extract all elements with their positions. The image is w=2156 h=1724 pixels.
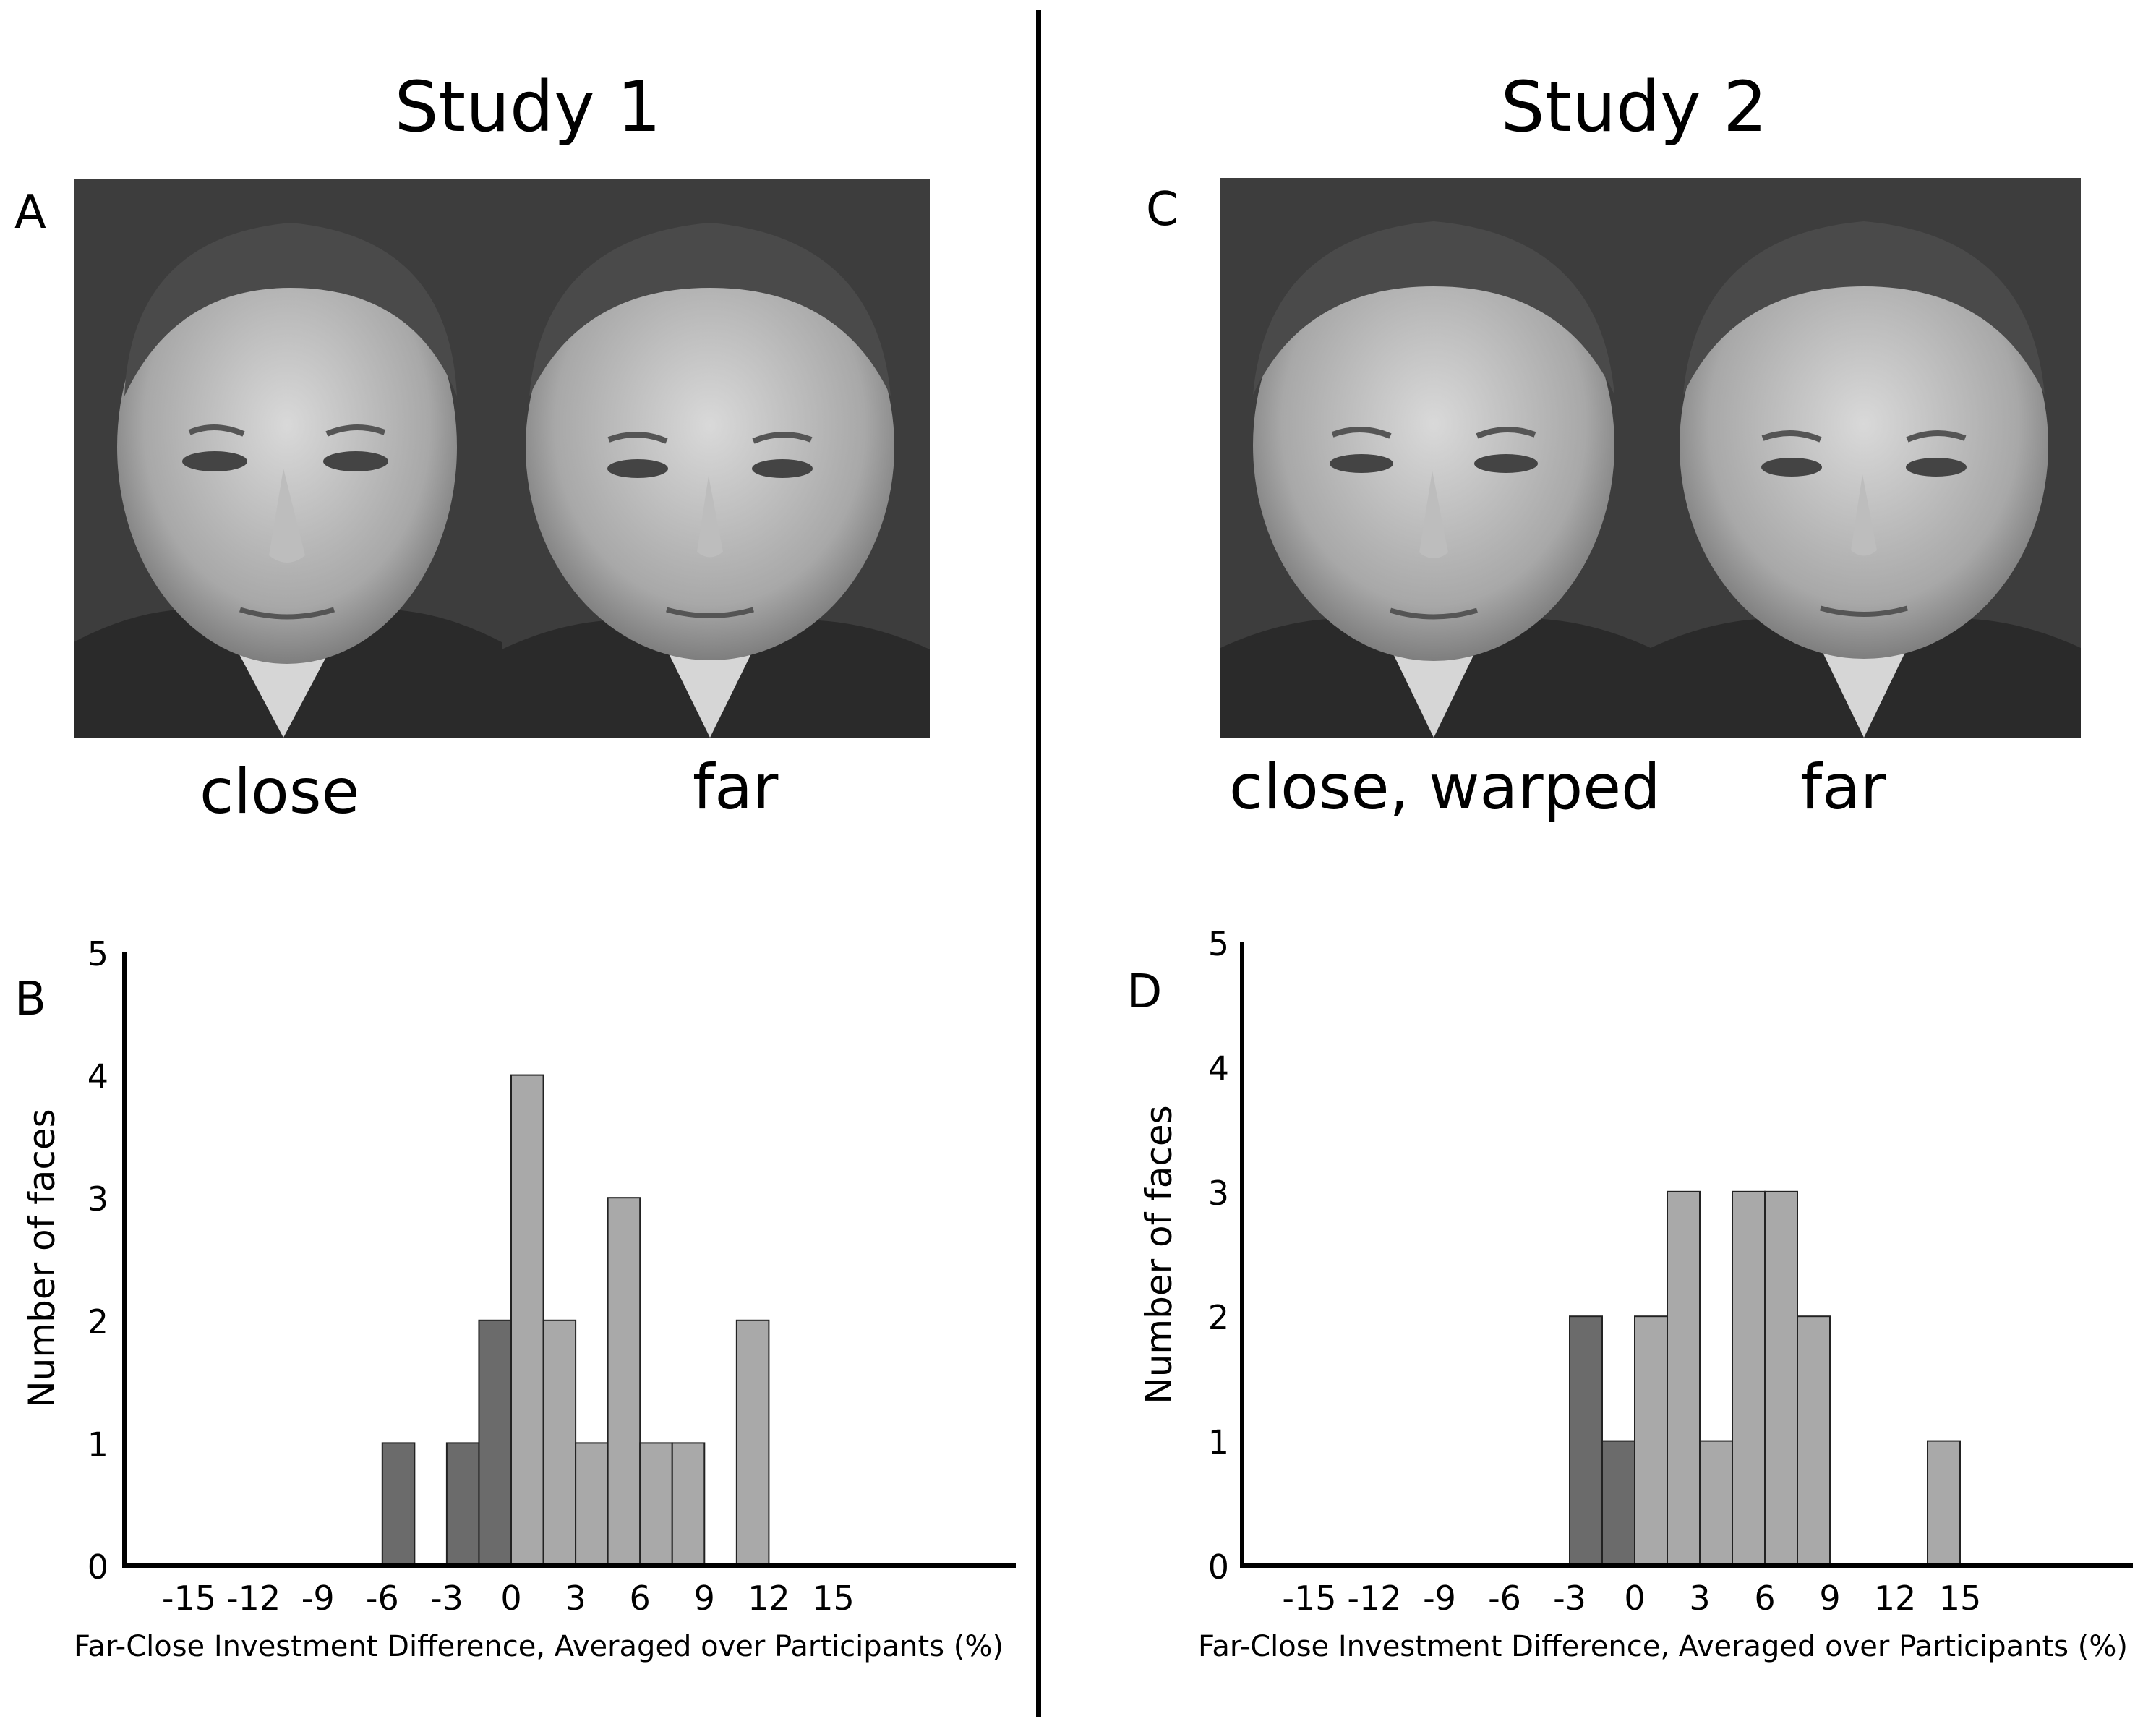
y-tick-label-b-3: 3 [87, 1179, 108, 1219]
x-tick-label-b-12: 12 [748, 1579, 790, 1618]
x-tick-label-d-12: 12 [1874, 1579, 1917, 1618]
x-tick-label-b--6: -6 [366, 1579, 399, 1618]
bar-b-3 [510, 1074, 544, 1566]
y-tick-label-d-3: 3 [1208, 1174, 1229, 1213]
x-tick-label-b--9: -9 [301, 1579, 335, 1618]
y-tick-label-d-5: 5 [1208, 924, 1229, 963]
bar-b-0 [381, 1442, 416, 1567]
y-tick-label-b-2: 2 [87, 1302, 108, 1341]
bar-d-7 [1797, 1315, 1831, 1566]
x-tick-label-b--15: -15 [162, 1579, 216, 1618]
bar-d-0 [1569, 1315, 1603, 1566]
bar-b-7 [639, 1442, 673, 1567]
x-tick-label-d-6: 6 [1754, 1579, 1775, 1618]
y-tick-label-d-2: 2 [1208, 1298, 1229, 1337]
y-tick-label-b-4: 4 [87, 1057, 108, 1096]
face-pair-study-2 [1220, 178, 2081, 738]
x-tick-label-d--9: -9 [1423, 1579, 1456, 1618]
bar-b-6 [607, 1197, 641, 1566]
bar-d-1 [1601, 1440, 1635, 1566]
x-tick-label-b--12: -12 [226, 1579, 281, 1618]
y-tick-label-b-5: 5 [87, 934, 108, 973]
y-axis-label-b: Number of faces [21, 1109, 63, 1407]
study-1-title: Study 1 [394, 67, 662, 148]
panel-letter-d: D [1126, 965, 1163, 1019]
face-close-warped [1220, 178, 1651, 738]
bar-d-4 [1699, 1440, 1733, 1566]
x-tick-label-b-9: 9 [694, 1579, 715, 1618]
panel-letter-b: B [14, 973, 46, 1026]
face-far-study-2 [1651, 178, 2081, 738]
x-tick-label-d--12: -12 [1347, 1579, 1401, 1618]
bar-b-5 [575, 1442, 609, 1567]
bar-b-9 [735, 1319, 770, 1567]
y-tick-label-b-0: 0 [87, 1548, 108, 1587]
caption-close-warped: close, warped [1229, 751, 1661, 824]
bar-b-2 [478, 1319, 513, 1567]
bar-b-1 [445, 1442, 480, 1567]
x-tick-label-d-9: 9 [1819, 1579, 1840, 1618]
bar-b-4 [542, 1319, 577, 1567]
face-close [74, 179, 502, 738]
face-photo-study-1 [74, 179, 930, 738]
x-tick-label-b-15: 15 [812, 1579, 855, 1618]
y-axis-label-d: Number of faces [1138, 1105, 1180, 1404]
y-tick-label-d-0: 0 [1208, 1548, 1229, 1587]
bar-d-6 [1764, 1190, 1798, 1567]
bar-d-3 [1667, 1190, 1701, 1567]
study-2-title: Study 2 [1500, 67, 1768, 148]
panel-letter-c: C [1146, 183, 1178, 236]
x-tick-label-b--3: -3 [430, 1579, 463, 1618]
x-tick-label-d--3: -3 [1553, 1579, 1586, 1618]
caption-close: close [200, 756, 360, 828]
x-tick-label-b-0: 0 [500, 1579, 521, 1618]
face-pair-study-1 [74, 179, 930, 738]
x-tick-label-d-0: 0 [1624, 1579, 1645, 1618]
x-tick-label-d-3: 3 [1689, 1579, 1710, 1618]
caption-far-study-1: far [693, 751, 779, 824]
face-photo-study-2 [1220, 178, 2081, 738]
x-tick-label-d--15: -15 [1282, 1579, 1336, 1618]
panel-letter-a: A [14, 186, 46, 239]
face-far [502, 179, 930, 738]
x-tick-label-b-6: 6 [630, 1579, 651, 1618]
x-tick-label-d-15: 15 [1939, 1579, 1982, 1618]
bar-b-8 [671, 1442, 706, 1567]
study-divider [1036, 10, 1041, 1717]
bar-d-2 [1634, 1315, 1668, 1566]
x-tick-label-d--6: -6 [1488, 1579, 1521, 1618]
x-tick-label-b-3: 3 [565, 1579, 586, 1618]
y-tick-label-d-4: 4 [1208, 1049, 1229, 1088]
bar-d-8 [1927, 1440, 1961, 1566]
y-tick-label-d-1: 1 [1208, 1423, 1229, 1462]
x-axis-label-d: Far-Close Investment Difference, Average… [1198, 1630, 2128, 1663]
y-tick-label-b-1: 1 [87, 1425, 108, 1464]
x-axis-label-b: Far-Close Investment Difference, Average… [74, 1630, 1004, 1663]
bar-d-5 [1732, 1190, 1766, 1567]
caption-far-study-2: far [1800, 751, 1886, 824]
